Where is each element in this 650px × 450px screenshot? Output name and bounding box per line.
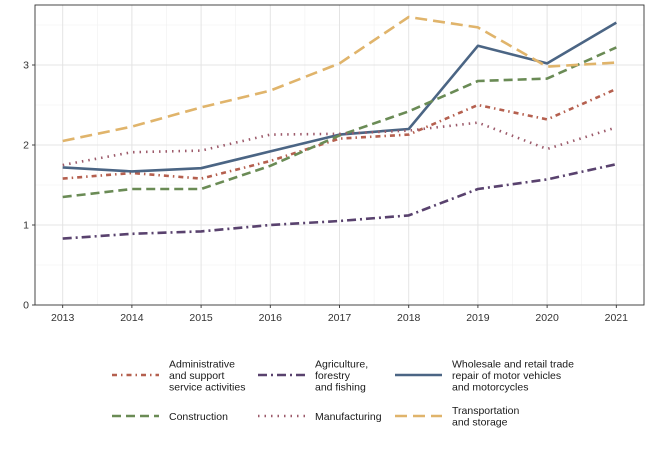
- x-tick-label: 2014: [120, 312, 144, 324]
- legend-label-line: Manufacturing: [315, 411, 382, 423]
- legend-label-line: Agriculture,: [315, 358, 368, 370]
- legend-label-line: repair of motor vehicles: [452, 370, 561, 382]
- x-tick-label: 2018: [397, 312, 421, 324]
- legend-label-1: Administrative and support service activit…: [169, 358, 245, 393]
- series-line-4: [62, 46, 617, 199]
- legend-label-line: and motorcycles: [452, 381, 528, 393]
- legend-label-6: Transportation and storage: [452, 405, 519, 429]
- legend-label-line: and support: [169, 370, 225, 382]
- y-tick-label: 1: [23, 220, 29, 232]
- legend-label-5: Manufacturing: [315, 411, 382, 423]
- legend-label-4: Construction: [169, 411, 228, 423]
- x-tick-label: 2017: [328, 312, 352, 324]
- y-tick-label: 3: [23, 60, 29, 72]
- series-line-6: [62, 15, 617, 143]
- grid-lines: [35, 5, 644, 306]
- x-tick-label: 2016: [259, 312, 283, 324]
- series-line-5: [62, 121, 617, 167]
- legend-label-3: Wholesale and retail trade repair of moto…: [452, 358, 574, 393]
- legend-label-line: forestry: [315, 370, 351, 382]
- legend-label-line: Transportation: [452, 405, 519, 417]
- x-tick-label: 2013: [51, 312, 75, 324]
- legend-label-2: Agriculture, forestry and fishing: [315, 358, 368, 393]
- legend-label-line: Construction: [169, 411, 228, 423]
- axes: 0 1 2 3 2013 2014 2015 2016 2017 2018 2019 2020 2021: [23, 60, 628, 324]
- x-tick-label: 2021: [605, 312, 629, 324]
- legend-label-line: and fishing: [315, 381, 366, 393]
- legend-label-line: Wholesale and retail trade: [452, 358, 574, 370]
- y-tick-label: 2: [23, 140, 29, 152]
- x-tick-label: 2015: [189, 312, 213, 324]
- legend: Administrative and support service activit…: [112, 358, 574, 429]
- y-tick-label: 0: [23, 300, 29, 312]
- legend-label-line: Administrative: [169, 358, 235, 370]
- x-tick-label: 2020: [535, 312, 559, 324]
- x-tick-label: 2019: [466, 312, 490, 324]
- series-lines: [62, 15, 617, 240]
- legend-label-line: and storage: [452, 417, 508, 429]
- legend-label-line: service activities: [169, 381, 245, 393]
